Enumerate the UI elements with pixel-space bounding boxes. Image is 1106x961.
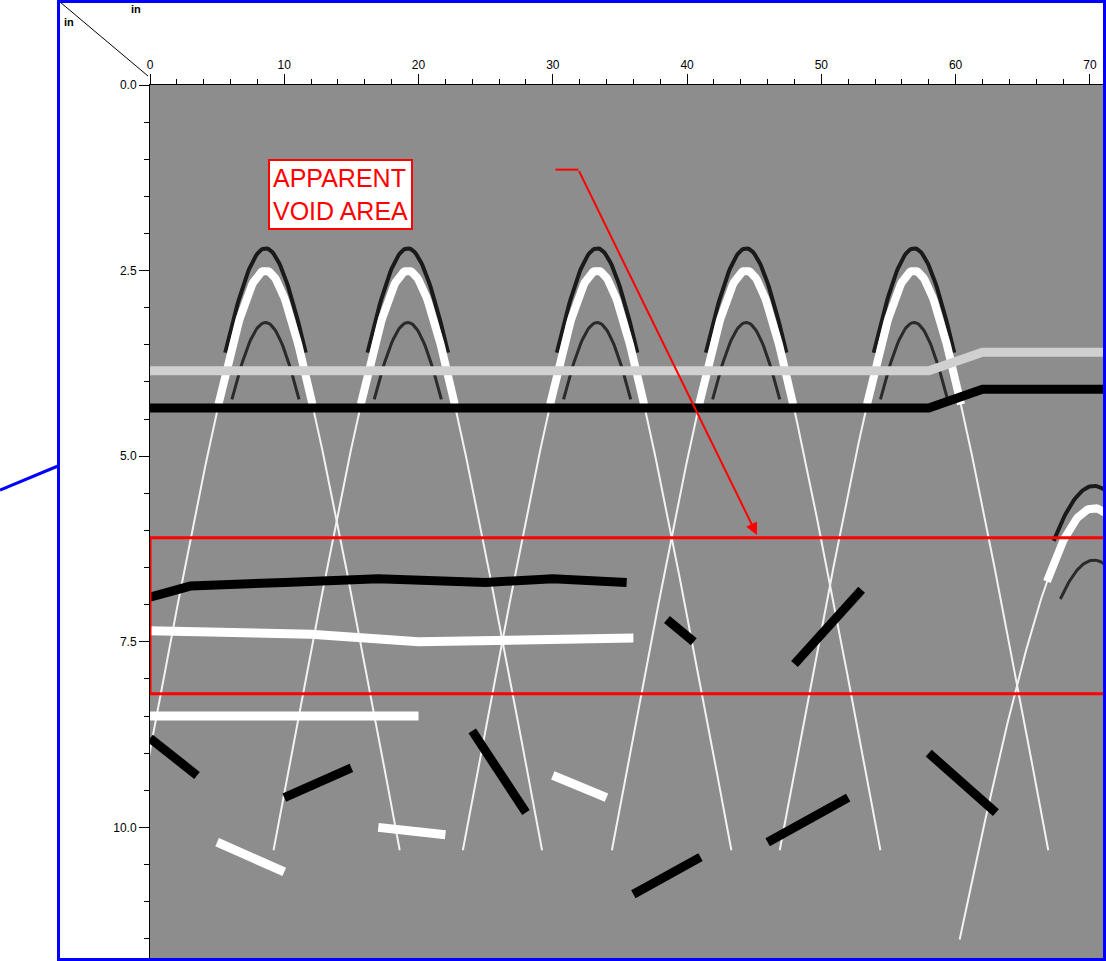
svg-text:7.5: 7.5: [120, 635, 137, 649]
svg-text:40: 40: [680, 58, 694, 72]
svg-text:in: in: [64, 16, 74, 28]
svg-text:10.0: 10.0: [113, 821, 137, 835]
svg-text:30: 30: [546, 58, 560, 72]
svg-text:0.0: 0.0: [120, 78, 137, 92]
svg-text:2.5: 2.5: [120, 264, 137, 278]
svg-text:50: 50: [815, 58, 829, 72]
svg-text:in: in: [131, 3, 141, 15]
svg-text:20: 20: [412, 58, 426, 72]
svg-text:70: 70: [1083, 58, 1097, 72]
svg-text:5.0: 5.0: [120, 449, 137, 463]
svg-text:60: 60: [949, 58, 963, 72]
svg-text:10: 10: [278, 58, 292, 72]
svg-text:APPARENTVOID AREA: APPARENTVOID AREA: [273, 164, 408, 225]
svg-text:0: 0: [147, 58, 154, 72]
